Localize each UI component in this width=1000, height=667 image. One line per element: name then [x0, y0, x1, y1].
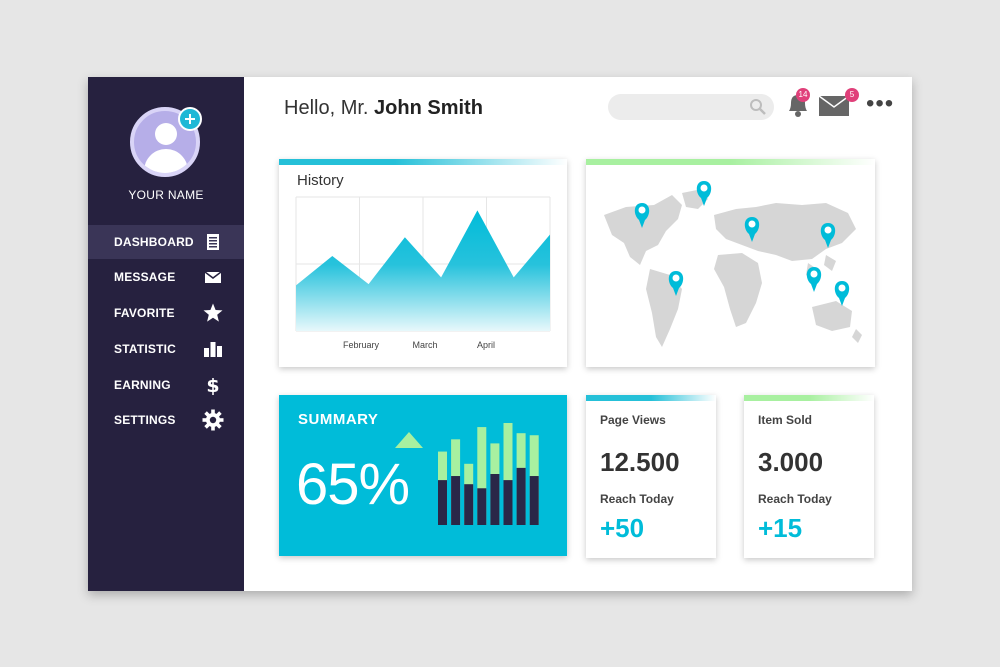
world-map-card: [586, 159, 875, 367]
sidebar-item-label: EARNING: [114, 378, 171, 392]
map-pin-icon[interactable]: [744, 217, 760, 242]
summary-title: SUMMARY: [298, 411, 379, 428]
add-profile-icon[interactable]: [178, 107, 202, 131]
summary-bar-dark: [464, 484, 474, 525]
envelope-icon: [204, 271, 222, 283]
map-pin-icon[interactable]: [806, 267, 822, 292]
mail-icon[interactable]: [818, 95, 852, 117]
page-title: Hello, Mr. John Smith: [284, 97, 483, 120]
history-title: History: [297, 172, 344, 189]
summary-bar-light: [503, 423, 513, 525]
summary-value: 65%: [296, 452, 410, 517]
item-sold-sub-label: Reach Today: [758, 492, 832, 506]
avatar-head: [155, 123, 177, 145]
summary-bar-dark: [477, 488, 487, 525]
item-sold-value: 3.000: [758, 447, 824, 477]
summary-bar-dark: [516, 467, 526, 525]
x-tick-label: February: [343, 340, 380, 350]
svg-text:$: $: [206, 375, 219, 396]
document-icon: [207, 234, 219, 250]
summary-bar-light: [477, 427, 487, 525]
message-badge: 5: [845, 88, 859, 102]
sidebar-item-earning[interactable]: EARNING $: [88, 368, 244, 402]
sidebar-item-label: SETTINGS: [114, 413, 176, 427]
item-sold-title: Item Sold: [758, 413, 813, 427]
sidebar-item-statistic[interactable]: STATISTIC: [88, 332, 244, 366]
bar-chart-icon: [204, 342, 222, 357]
sidebar: YOUR NAME DASHBOARD MESSAGE FAVORITE: [88, 77, 244, 591]
greeting-user-name: John Smith: [374, 97, 483, 119]
map-pin-icon[interactable]: [696, 181, 712, 206]
map-pins: [634, 181, 850, 306]
sidebar-item-label: FAVORITE: [114, 306, 175, 320]
item-sold-card: Item Sold 3.000 Reach Today +15: [744, 395, 874, 558]
map-pin-icon[interactable]: [820, 223, 836, 248]
user-name-label: YOUR NAME: [128, 188, 204, 202]
summary-bar-dark: [451, 476, 461, 525]
notification-badge: 14: [796, 88, 810, 102]
history-chart: February March April: [295, 196, 551, 350]
sidebar-item-settings[interactable]: SETTINGS: [88, 403, 244, 437]
page-views-title: Page Views: [600, 413, 666, 427]
star-icon: [203, 303, 223, 322]
summary-chart: [438, 423, 539, 525]
history-area: [296, 210, 550, 331]
summary-bar-dark: [490, 474, 500, 525]
avatar-body: [144, 149, 188, 173]
sidebar-item-dashboard[interactable]: DASHBOARD: [88, 225, 244, 259]
search-icon[interactable]: [748, 97, 768, 117]
history-card: History February March April: [279, 159, 567, 367]
sidebar-item-label: MESSAGE: [114, 270, 176, 284]
dashboard-window: YOUR NAME DASHBOARD MESSAGE FAVORITE: [88, 77, 912, 591]
sidebar-item-label: STATISTIC: [114, 342, 177, 356]
dollar-icon: $: [206, 375, 219, 396]
summary-bar-dark: [529, 476, 539, 525]
map-pin-icon[interactable]: [834, 281, 850, 306]
page-views-card: Page Views 12.500 Reach Today +50: [586, 395, 716, 558]
page-views-delta: +50: [600, 513, 645, 543]
map-pin-icon[interactable]: [634, 203, 650, 228]
greeting-prefix: Hello, Mr.: [284, 97, 369, 119]
page-views-sub-label: Reach Today: [600, 492, 674, 506]
card-accent-bar: [279, 159, 567, 165]
sidebar-item-message[interactable]: MESSAGE: [88, 260, 244, 294]
sidebar-item-favorite[interactable]: FAVORITE: [88, 296, 244, 330]
card-accent-bar: [586, 159, 875, 165]
more-options-icon[interactable]: •••: [866, 90, 895, 117]
summary-bar-dark: [503, 480, 513, 525]
map-pin-icon[interactable]: [668, 271, 684, 296]
x-tick-label: March: [412, 340, 437, 350]
x-tick-label: April: [477, 340, 495, 350]
search-input[interactable]: [608, 94, 774, 120]
trend-up-icon: [395, 432, 423, 448]
sidebar-item-label: DASHBOARD: [114, 235, 194, 249]
card-accent-bar: [586, 395, 716, 401]
summary-bar-dark: [438, 480, 447, 525]
gear-icon: [202, 409, 224, 431]
item-sold-delta: +15: [758, 513, 803, 543]
summary-card: SUMMARY 65%: [279, 395, 567, 556]
page-views-value: 12.500: [600, 447, 680, 477]
card-accent-bar: [744, 395, 874, 401]
